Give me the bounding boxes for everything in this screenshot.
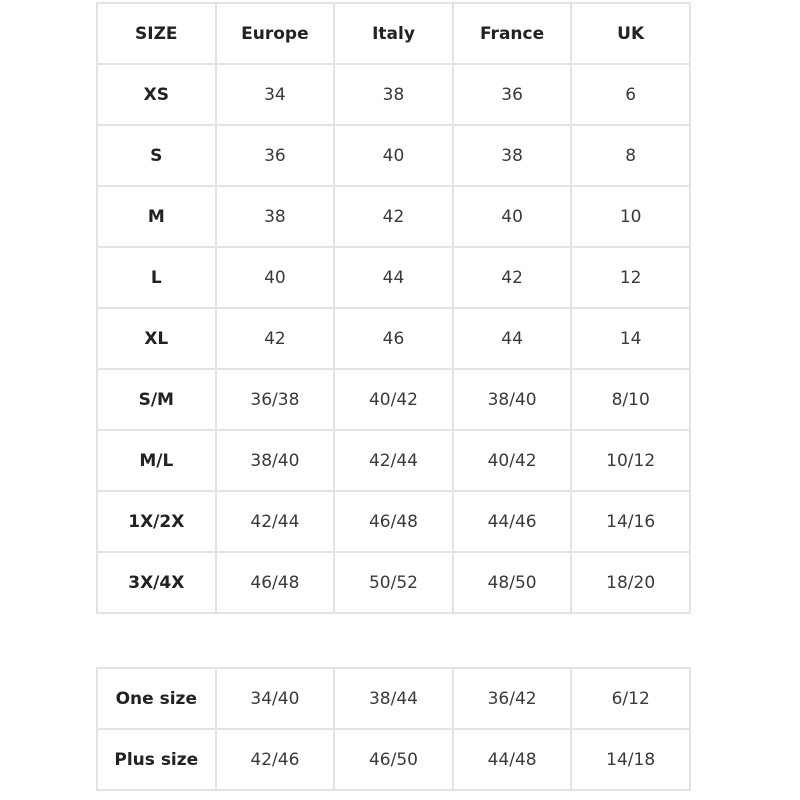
size-value-cell: 40 bbox=[214, 246, 336, 309]
size-value-cell: 36/42 bbox=[451, 667, 573, 730]
size-value-cell: 42/46 bbox=[214, 728, 336, 791]
table-row: S 36 40 38 8 bbox=[96, 124, 691, 187]
table-row: M 38 42 40 10 bbox=[96, 185, 691, 248]
size-value-cell: 14/18 bbox=[570, 728, 691, 791]
size-label-cell: XL bbox=[96, 307, 217, 370]
size-value-cell: 42 bbox=[333, 185, 454, 248]
size-value-cell: 36 bbox=[451, 63, 573, 126]
size-value-cell: 6/12 bbox=[570, 667, 691, 730]
table-row: Plus size 42/46 46/50 44/48 14/18 bbox=[96, 728, 691, 791]
size-value-cell: 34/40 bbox=[214, 667, 336, 730]
table-row: S/M 36/38 40/42 38/40 8/10 bbox=[96, 368, 691, 431]
size-value-cell: 38/40 bbox=[214, 429, 336, 492]
column-header: UK bbox=[570, 2, 691, 65]
size-value-cell: 46/50 bbox=[333, 728, 454, 791]
column-header: SIZE bbox=[96, 2, 217, 65]
size-value-cell: 46 bbox=[333, 307, 454, 370]
size-label-cell: 3X/4X bbox=[96, 551, 217, 614]
size-label-cell: S bbox=[96, 124, 217, 187]
size-label-cell: XS bbox=[96, 63, 217, 126]
size-value-cell: 38/44 bbox=[333, 667, 454, 730]
size-value-cell: 8/10 bbox=[570, 368, 691, 431]
size-value-cell: 40 bbox=[333, 124, 454, 187]
size-value-cell: 42/44 bbox=[333, 429, 454, 492]
size-value-cell: 40/42 bbox=[451, 429, 573, 492]
size-value-cell: 44 bbox=[451, 307, 573, 370]
size-value-cell: 44/48 bbox=[451, 728, 573, 791]
size-value-cell: 44/46 bbox=[451, 490, 573, 553]
size-label-cell: M bbox=[96, 185, 217, 248]
size-value-cell: 38/40 bbox=[451, 368, 573, 431]
size-value-cell: 40/42 bbox=[333, 368, 454, 431]
size-value-cell: 38 bbox=[333, 63, 454, 126]
size-value-cell: 36/38 bbox=[214, 368, 336, 431]
size-label-cell: 1X/2X bbox=[96, 490, 217, 553]
special-sizes-table: One size 34/40 38/44 36/42 6/12 Plus size 42/4… bbox=[96, 667, 691, 791]
table-row: 1X/2X 42/44 46/48 44/46 14/16 bbox=[96, 490, 691, 553]
size-value-cell: 18/20 bbox=[570, 551, 691, 614]
size-label-cell: M/L bbox=[96, 429, 217, 492]
size-chart-table: SIZE Europe Italy France UK XS 34 38 36 6 S 36 40 38 8… bbox=[96, 2, 691, 614]
size-value-cell: 42 bbox=[214, 307, 336, 370]
size-value-cell: 48/50 bbox=[451, 551, 573, 614]
size-value-cell: 46/48 bbox=[214, 551, 336, 614]
size-label-cell: S/M bbox=[96, 368, 217, 431]
table-row: L 40 44 42 12 bbox=[96, 246, 691, 309]
size-value-cell: 40 bbox=[451, 185, 573, 248]
size-value-cell: 34 bbox=[214, 63, 336, 126]
size-label-cell: Plus size bbox=[96, 728, 217, 791]
table-header-row: SIZE Europe Italy France UK bbox=[96, 2, 691, 65]
size-value-cell: 8 bbox=[570, 124, 691, 187]
size-value-cell: 14 bbox=[570, 307, 691, 370]
table-row: XL 42 46 44 14 bbox=[96, 307, 691, 370]
size-label-cell: One size bbox=[96, 667, 217, 730]
table-row: M/L 38/40 42/44 40/42 10/12 bbox=[96, 429, 691, 492]
size-value-cell: 42/44 bbox=[214, 490, 336, 553]
size-value-cell: 6 bbox=[570, 63, 691, 126]
size-value-cell: 46/48 bbox=[333, 490, 454, 553]
size-label-cell: L bbox=[96, 246, 217, 309]
size-value-cell: 38 bbox=[214, 185, 336, 248]
table-row: XS 34 38 36 6 bbox=[96, 63, 691, 126]
size-value-cell: 42 bbox=[451, 246, 573, 309]
size-value-cell: 50/52 bbox=[333, 551, 454, 614]
column-header: Italy bbox=[333, 2, 454, 65]
column-header: Europe bbox=[214, 2, 336, 65]
size-value-cell: 38 bbox=[451, 124, 573, 187]
size-value-cell: 14/16 bbox=[570, 490, 691, 553]
table-row: One size 34/40 38/44 36/42 6/12 bbox=[96, 667, 691, 730]
column-header: France bbox=[451, 2, 573, 65]
size-value-cell: 12 bbox=[570, 246, 691, 309]
size-value-cell: 44 bbox=[333, 246, 454, 309]
size-value-cell: 36 bbox=[214, 124, 336, 187]
size-value-cell: 10 bbox=[570, 185, 691, 248]
table-row: 3X/4X 46/48 50/52 48/50 18/20 bbox=[96, 551, 691, 614]
size-value-cell: 10/12 bbox=[570, 429, 691, 492]
